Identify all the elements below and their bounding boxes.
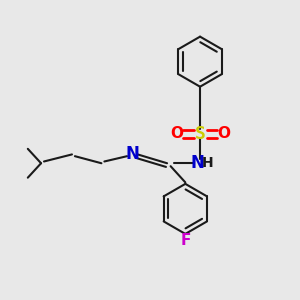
Text: O: O	[217, 126, 230, 141]
Text: F: F	[180, 233, 190, 248]
Text: N: N	[190, 154, 204, 172]
Text: N: N	[125, 146, 139, 164]
Text: S: S	[195, 125, 206, 143]
Text: O: O	[170, 126, 183, 141]
Text: H: H	[202, 156, 213, 170]
